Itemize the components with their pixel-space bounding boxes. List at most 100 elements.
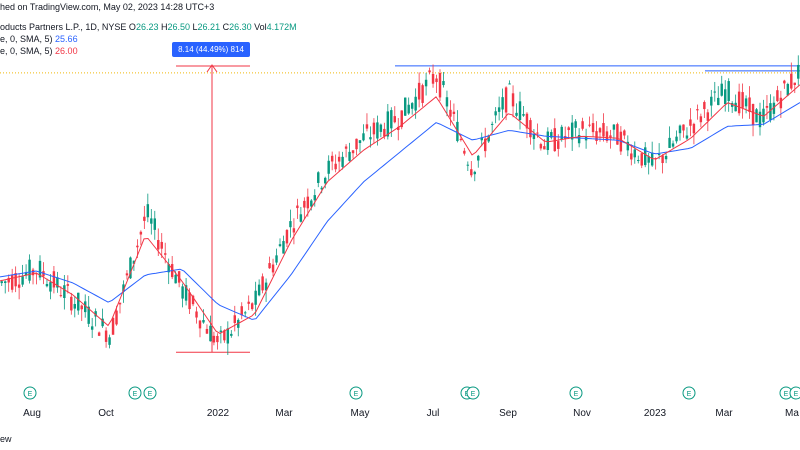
candle-body xyxy=(428,70,431,73)
earnings-marker-label: E xyxy=(687,391,692,398)
candle-body xyxy=(282,241,285,254)
ohlc-high: H26.50 xyxy=(160,22,191,32)
ohlc-open: O26.23 xyxy=(128,22,159,32)
candle-body xyxy=(31,269,35,276)
candle-body xyxy=(532,134,536,140)
ohlc-volume: Vol4.172M xyxy=(254,22,297,32)
candle-body xyxy=(240,306,243,316)
candle-body xyxy=(216,335,219,343)
candle-body xyxy=(24,272,28,276)
candle-body xyxy=(167,264,170,273)
candle-body xyxy=(233,315,236,324)
candle-body xyxy=(7,277,10,283)
ma-slow-line xyxy=(0,102,800,320)
candle-body xyxy=(786,84,790,96)
x-tick-label: May xyxy=(351,408,370,419)
candle-body xyxy=(348,151,351,161)
earnings-marker-label: E xyxy=(471,391,476,398)
candle-body xyxy=(776,90,779,102)
earnings-marker-label: E xyxy=(28,391,33,398)
candle-body xyxy=(410,103,414,109)
earnings-marker: E xyxy=(569,386,583,400)
ma-fast-legend: e, 0, SMA, 5) 26.00 xyxy=(0,45,78,57)
candle-body xyxy=(494,111,497,116)
candle-body xyxy=(132,260,136,264)
candle-body xyxy=(10,274,14,290)
candle-body xyxy=(271,264,275,273)
candle-body xyxy=(595,131,598,141)
candle-body xyxy=(772,102,776,114)
candle-body xyxy=(254,290,257,305)
candle-body xyxy=(174,274,177,284)
candle-body xyxy=(80,305,83,310)
candle-body xyxy=(0,281,3,284)
price-chart[interactable]: EEEEEEEEEEAugOct2022MarMayJulSepNov2023M… xyxy=(0,0,800,432)
candle-body xyxy=(515,112,518,116)
candle-body xyxy=(397,126,400,131)
ma-slow-legend: e, 0, SMA, 5) 25.66 xyxy=(0,33,78,45)
candle-body xyxy=(689,119,692,126)
candle-body xyxy=(508,83,511,85)
candle-body xyxy=(303,200,306,208)
earnings-marker-label: E xyxy=(794,391,799,398)
candle-body xyxy=(644,147,647,166)
candle-body xyxy=(616,124,619,145)
candle-body xyxy=(699,116,703,123)
candle-body xyxy=(463,150,466,154)
candle-body xyxy=(299,214,303,222)
candle-body xyxy=(692,123,696,134)
candle-body xyxy=(560,126,563,140)
candle-body xyxy=(45,283,49,287)
ohlc-close: C26.30 xyxy=(222,22,252,32)
candle-body xyxy=(626,141,630,151)
candle-body xyxy=(268,263,271,269)
candle-body xyxy=(63,285,66,299)
candle-body xyxy=(285,230,289,244)
candle-body xyxy=(386,111,390,137)
candle-body xyxy=(734,102,737,112)
candle-body xyxy=(755,109,758,123)
candle-body xyxy=(438,72,442,98)
candle-body xyxy=(657,153,661,156)
candle-body xyxy=(35,273,38,275)
candle-body xyxy=(212,335,216,343)
earnings-marker-label: E xyxy=(133,391,138,398)
candle-body xyxy=(111,317,115,335)
candle-body xyxy=(136,245,139,248)
candle-body xyxy=(143,216,146,221)
candle-body xyxy=(351,150,355,154)
candle-body xyxy=(703,102,706,110)
candle-body xyxy=(598,128,602,133)
x-tick-label: Jul xyxy=(427,408,440,419)
candle-body xyxy=(442,81,445,86)
earnings-marker: E xyxy=(682,386,696,400)
candle-body xyxy=(421,85,424,103)
candle-body xyxy=(741,92,744,108)
candle-body xyxy=(226,328,230,344)
candle-body xyxy=(247,301,250,304)
candle-body xyxy=(341,156,344,167)
candle-body xyxy=(758,111,762,128)
candle-body xyxy=(118,302,122,305)
candle-body xyxy=(574,121,577,128)
candle-body xyxy=(407,104,410,114)
candle-body xyxy=(543,146,546,150)
candle-body xyxy=(470,169,473,176)
candle-body xyxy=(250,303,254,310)
candle-body xyxy=(327,160,330,174)
candle-body xyxy=(539,144,543,149)
candle-body xyxy=(230,333,233,336)
candle-body xyxy=(219,330,223,333)
x-tick-label: Oct xyxy=(98,408,114,419)
x-tick-label: Aug xyxy=(23,408,41,419)
candle-body xyxy=(459,139,463,141)
candle-body xyxy=(793,82,796,85)
candle-body xyxy=(28,259,31,281)
candle-body xyxy=(779,97,783,109)
candle-body xyxy=(313,195,316,201)
candle-body xyxy=(724,89,727,105)
candle-body xyxy=(577,135,581,144)
candle-body xyxy=(150,218,153,224)
candle-body xyxy=(529,120,532,138)
candle-body xyxy=(487,135,490,142)
